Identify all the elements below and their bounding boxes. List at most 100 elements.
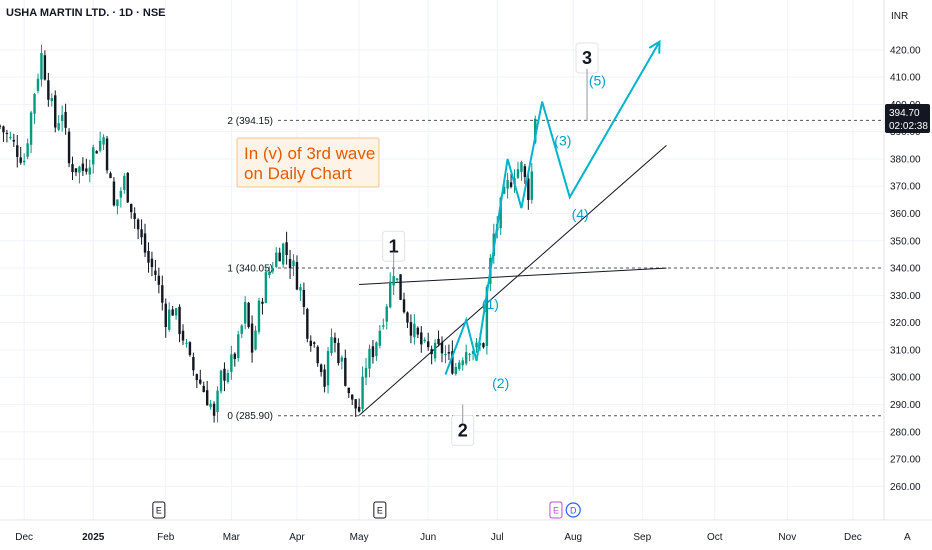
- candle-body: [399, 274, 402, 300]
- event-letter: E: [156, 506, 162, 516]
- candle-body: [16, 145, 19, 157]
- event-badge: [152, 501, 166, 519]
- candle-body: [347, 387, 350, 394]
- event-marker[interactable]: E: [152, 501, 166, 519]
- candle-body: [219, 370, 223, 392]
- candle-body: [357, 406, 361, 412]
- candle-body: [530, 171, 533, 200]
- event-letter: E: [553, 506, 559, 516]
- event-marker[interactable]: E: [549, 501, 563, 519]
- x-tick-label: Feb: [157, 532, 175, 543]
- candle-body: [5, 132, 9, 134]
- candle-body: [451, 351, 454, 374]
- candle-body: [257, 300, 261, 332]
- candle-body: [344, 357, 347, 386]
- candle-body: [413, 323, 416, 338]
- candle-body: [147, 250, 150, 263]
- candle-body: [423, 339, 426, 342]
- candle-body: [174, 308, 178, 316]
- candle-body: [454, 366, 458, 375]
- x-tick-label: Dec: [844, 532, 862, 543]
- candle-body: [409, 322, 413, 336]
- event-marker[interactable]: E: [373, 501, 387, 519]
- wave-label-minor: (4): [572, 206, 589, 222]
- candle-body: [216, 390, 219, 413]
- time-axis: Dec 2025 Feb Mar Apr May Jun Jul Aug Sep Oct Nov Dec: [0, 519, 932, 543]
- candle-body: [22, 160, 26, 163]
- y-tick-label: 310.00: [890, 345, 921, 356]
- candle-body: [133, 213, 136, 219]
- grid-layer: [0, 0, 884, 520]
- y-tick-label: 290.00: [890, 400, 921, 411]
- event-letter: E: [377, 506, 383, 516]
- event-marker[interactable]: D: [565, 502, 581, 518]
- candle-body: [47, 80, 50, 100]
- candle-body: [337, 342, 340, 364]
- candle-body: [136, 219, 140, 230]
- candle-body: [19, 157, 22, 163]
- candle-body: [54, 95, 57, 128]
- candle-body: [233, 353, 237, 359]
- note-line-1: In (v) of 3rd wave: [244, 144, 375, 163]
- candle-body: [475, 342, 478, 348]
- candle-body: [250, 323, 254, 353]
- candle-body: [264, 272, 268, 303]
- candle-body: [195, 374, 199, 381]
- y-tick-label: 340.00: [890, 264, 921, 275]
- candle-body: [9, 137, 12, 139]
- bar-countdown: 02:02:38: [889, 121, 928, 132]
- candle-body: [243, 301, 247, 324]
- trend-channel: [358, 144, 667, 416]
- y-tick-label: 410.00: [890, 73, 921, 84]
- note-line-2: on Daily Chart: [244, 164, 352, 183]
- candle-body: [323, 369, 326, 387]
- projection-path: [444, 41, 661, 375]
- candle-body: [92, 147, 95, 165]
- event-badge: [549, 501, 563, 519]
- candle-body: [499, 197, 502, 229]
- last-price-badge: 394.70 02:02:38: [885, 104, 930, 133]
- candle-body: [60, 114, 64, 122]
- auto-scale-button[interactable]: A: [897, 527, 919, 545]
- x-tick-label: Dec: [15, 532, 33, 543]
- x-tick-label: Nov: [778, 532, 796, 543]
- candle-body: [278, 252, 281, 262]
- candle-body: [29, 112, 33, 145]
- candle-body: [292, 260, 295, 267]
- wave-label-minor: (5): [589, 72, 606, 88]
- y-tick-label: 300.00: [890, 373, 921, 384]
- candle-body: [157, 275, 161, 285]
- candle-body: [150, 258, 154, 268]
- candle-body: [316, 346, 319, 364]
- candle-body: [447, 352, 451, 354]
- candle-body: [247, 302, 250, 328]
- x-tick-label: Jun: [420, 532, 436, 543]
- candle-body: [74, 168, 78, 173]
- candle-body: [209, 403, 212, 408]
- candle-body: [368, 348, 371, 369]
- price-axis: 260.00 270.00 280.00 290.00 300.00 310.00 320.…: [883, 0, 921, 520]
- candle-body: [302, 289, 306, 307]
- candle-body: [433, 342, 437, 359]
- x-tick-label: Jul: [491, 532, 504, 543]
- candle-body: [351, 394, 354, 400]
- candle-body: [181, 330, 185, 341]
- candle-body: [109, 173, 112, 179]
- candle-body: [43, 55, 47, 80]
- candle-body: [340, 357, 344, 362]
- candle-body: [140, 229, 143, 238]
- candle-body: [333, 337, 337, 343]
- candle-body: [67, 131, 71, 164]
- candle-body: [426, 341, 430, 348]
- candle-body: [509, 182, 513, 187]
- fib-label: 2 (394.15): [227, 116, 273, 127]
- wave-label-minor: (2): [492, 375, 509, 391]
- candle-body: [299, 287, 302, 291]
- candle-body: [464, 352, 468, 364]
- candle-body: [254, 330, 257, 350]
- y-tick-label: 270.00: [890, 455, 921, 466]
- candle-body: [485, 286, 489, 346]
- candle-body: [309, 340, 312, 346]
